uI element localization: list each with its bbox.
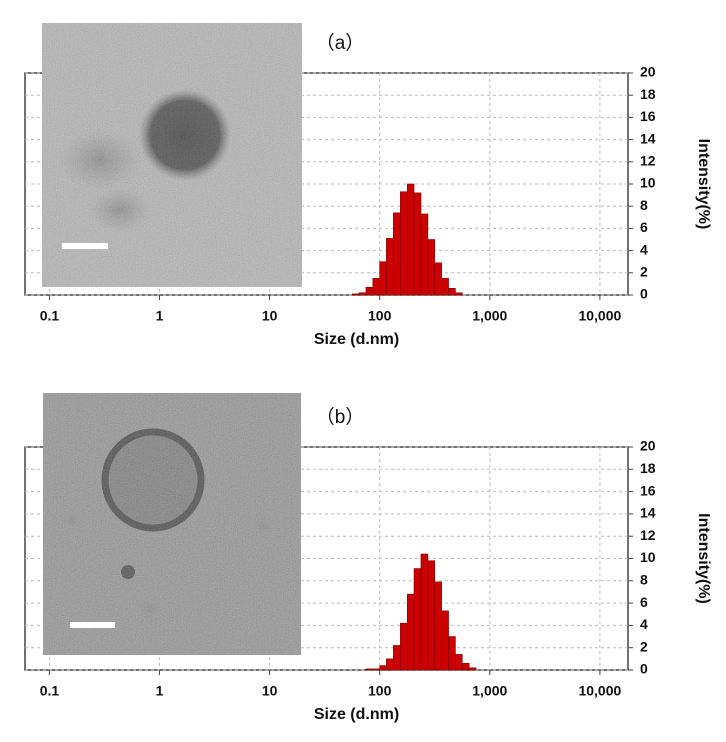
bar (372, 668, 381, 671)
bar (413, 568, 422, 671)
bar (427, 560, 436, 671)
y-tick-label: 8 (640, 197, 648, 213)
y-axis-label: Intensity(%) (695, 513, 712, 604)
bar (427, 239, 436, 296)
chart-title: （b） (316, 406, 365, 428)
x-tick-label: 10,000 (578, 308, 621, 324)
bar (441, 610, 449, 671)
x-tick-label: 100 (368, 683, 392, 699)
y-tick-label: 2 (640, 264, 648, 280)
y-tick-label: 4 (640, 616, 648, 632)
x-axis-label: Size (d.nm) (314, 706, 399, 723)
bar (351, 293, 360, 296)
x-tick-label: 10 (262, 308, 278, 324)
x-tick-label: 1,000 (472, 683, 507, 699)
y-tick-label: 14 (640, 505, 656, 521)
x-tick-label: 10 (262, 683, 278, 699)
bar (434, 581, 442, 671)
y-tick-label: 10 (640, 175, 656, 191)
bar (413, 192, 422, 296)
scale-bar (70, 622, 115, 628)
y-tick-label: 4 (640, 241, 648, 257)
x-tick-label: 0.1 (40, 683, 60, 699)
bar (400, 191, 408, 296)
x-tick-label: 1,000 (472, 308, 507, 324)
y-tick-label: 20 (640, 438, 656, 454)
scale-bar (62, 243, 108, 249)
y-tick-label: 2 (640, 638, 648, 654)
y-tick-label: 0 (640, 286, 648, 302)
y-tick-label: 18 (640, 86, 656, 102)
bar (448, 636, 456, 671)
y-tick-label: 6 (640, 219, 648, 235)
bar (365, 668, 374, 671)
bar (461, 663, 470, 671)
chart-title: （a） (316, 32, 365, 54)
bar (372, 278, 381, 296)
bar (379, 261, 387, 296)
bar (441, 278, 449, 296)
bar (448, 288, 456, 296)
y-tick-label: 12 (640, 527, 656, 543)
bar (386, 238, 394, 296)
bar (393, 645, 401, 671)
bar (455, 654, 463, 671)
x-tick-label: 10,000 (578, 683, 621, 699)
y-tick-label: 16 (640, 482, 656, 498)
bar (393, 212, 401, 296)
bar (455, 292, 463, 296)
bar (406, 183, 415, 296)
y-tick-label: 18 (640, 460, 656, 476)
bar (406, 593, 415, 671)
x-tick-label: 1 (156, 308, 164, 324)
y-tick-label: 20 (640, 64, 656, 80)
bar (365, 286, 374, 296)
y-tick-label: 14 (640, 130, 656, 146)
image-grain (43, 393, 301, 655)
bar (420, 213, 429, 296)
y-tick-label: 16 (640, 108, 656, 124)
x-axis-label: Size (d.nm) (314, 331, 399, 348)
bar (379, 665, 387, 671)
bar (468, 667, 477, 671)
bar (358, 292, 367, 296)
x-tick-label: 100 (368, 308, 392, 324)
y-tick-label: 12 (640, 153, 656, 169)
tem-image-b (43, 393, 301, 655)
bar (400, 622, 408, 671)
y-tick-label: 10 (640, 549, 656, 565)
x-tick-label: 1 (156, 683, 164, 699)
y-tick-label: 8 (640, 572, 648, 588)
y-tick-label: 0 (640, 661, 648, 677)
bar (420, 553, 429, 671)
bar (434, 262, 442, 296)
bar (386, 658, 394, 671)
y-axis-label: Intensity(%) (695, 139, 712, 230)
y-tick-label: 6 (640, 594, 648, 610)
x-tick-label: 0.1 (40, 308, 60, 324)
tem-image-a (42, 23, 302, 287)
